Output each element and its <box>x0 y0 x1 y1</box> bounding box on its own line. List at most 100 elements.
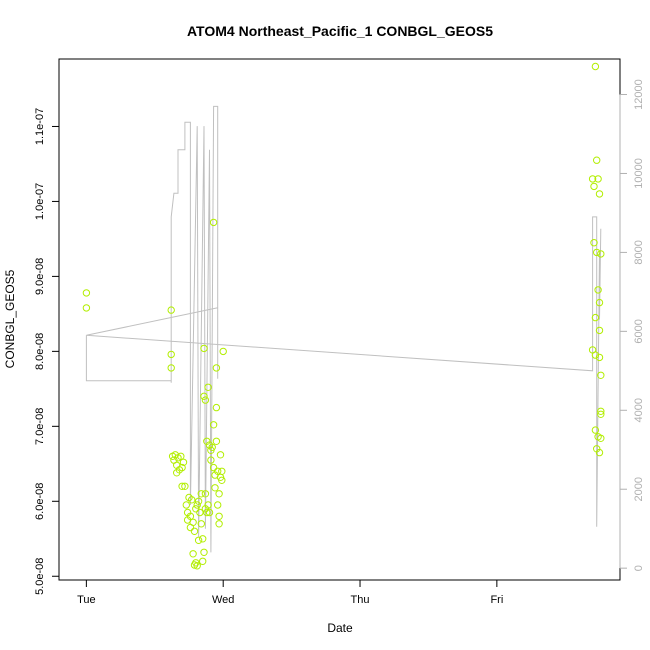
data-point <box>200 344 208 353</box>
data-point <box>212 364 221 372</box>
data-point <box>591 351 600 359</box>
data-point <box>588 175 597 183</box>
y2-tick-label: 12000 <box>633 79 645 110</box>
data-point <box>216 451 225 459</box>
data-point <box>204 501 212 509</box>
data-point <box>186 523 195 532</box>
y2-tick-label: 6000 <box>633 319 645 343</box>
data-point <box>591 313 600 322</box>
y-tick-label: 6.0e-08 <box>34 483 46 520</box>
data-point <box>190 527 199 535</box>
data-point <box>179 458 188 466</box>
data-point <box>204 383 212 391</box>
data-point <box>181 482 189 490</box>
data-point <box>597 371 605 379</box>
data-point <box>594 286 602 294</box>
y2-tick-label: 2000 <box>633 477 645 501</box>
data-point <box>597 407 605 415</box>
data-point <box>597 410 605 418</box>
data-point <box>218 467 226 475</box>
data-point <box>593 156 601 164</box>
data-point <box>212 437 221 445</box>
data-point <box>194 536 203 544</box>
data-point <box>590 239 598 247</box>
data-point <box>209 218 218 227</box>
scatter-series <box>82 62 605 570</box>
y2-tick-label: 4000 <box>633 398 645 422</box>
data-point <box>196 508 204 517</box>
data-point <box>595 326 604 335</box>
data-point <box>597 250 605 258</box>
y-tick-label: 5.0e-08 <box>34 558 46 595</box>
data-point <box>194 497 203 505</box>
data-point <box>200 392 208 400</box>
data-point <box>208 443 216 451</box>
y-axis-label: CONBGL_GEOS5 <box>3 269 17 368</box>
y2-tick-label: 0 <box>633 565 645 571</box>
data-point <box>595 298 604 307</box>
data-point <box>200 548 208 556</box>
data-point <box>214 467 222 475</box>
y-axis-right: 0 2000 4000 6000 8000 10000 12000 <box>619 79 645 571</box>
data-point <box>591 62 600 71</box>
x-tick-label: Fri <box>490 594 503 606</box>
x-tick-label: Tue <box>77 594 96 606</box>
data-point <box>211 484 219 492</box>
data-point <box>183 516 192 524</box>
data-point <box>593 248 601 257</box>
data-point <box>590 182 598 191</box>
data-point <box>182 501 191 509</box>
data-point <box>193 501 201 509</box>
data-point <box>219 347 227 356</box>
data-point <box>207 456 215 464</box>
x-axis-label: Date <box>327 621 353 635</box>
y-tick-label: 9.0e-08 <box>34 258 46 295</box>
y-tick-label: 1.1e-07 <box>34 108 46 145</box>
data-point <box>167 364 175 372</box>
data-point <box>197 490 206 498</box>
x-tick-label: Wed <box>212 594 234 606</box>
data-point <box>215 520 223 528</box>
data-point <box>178 463 186 472</box>
y-tick-label: 1.0e-07 <box>34 183 46 220</box>
data-point <box>82 304 91 312</box>
chart-title: ATOM4 Northeast_Pacific_1 CONBGL_GEOS5 <box>187 23 493 39</box>
line-series <box>85 105 602 553</box>
data-point <box>197 520 206 528</box>
data-point <box>192 505 200 513</box>
data-point <box>209 421 218 429</box>
data-point <box>591 426 600 434</box>
data-point <box>595 190 604 198</box>
data-point <box>199 557 207 565</box>
data-point <box>214 501 222 509</box>
data-point <box>167 306 175 314</box>
y-axis-left: 5.0e-08 6.0e-08 7.0e-08 8.0e-08 9.0e-08 1.0e-… <box>34 108 60 595</box>
data-point <box>173 469 181 477</box>
y-tick-label: 7.0e-08 <box>34 408 46 445</box>
data-point <box>209 463 218 472</box>
data-point <box>597 434 605 442</box>
data-point <box>199 535 207 543</box>
data-point <box>205 508 214 517</box>
y2-tick-label: 8000 <box>633 240 645 264</box>
data-point <box>167 350 175 359</box>
data-point <box>215 512 223 520</box>
data-point <box>595 448 604 457</box>
data-point <box>218 476 226 484</box>
data-point <box>212 403 221 412</box>
data-point <box>203 508 211 517</box>
series-line <box>85 105 602 553</box>
data-point <box>188 496 196 504</box>
x-axis: Tue Wed Thu Fri <box>77 579 503 606</box>
data-point <box>193 562 201 570</box>
y2-tick-label: 10000 <box>633 158 645 189</box>
data-point <box>201 490 210 498</box>
data-point <box>178 482 186 490</box>
data-point <box>177 452 185 460</box>
data-point <box>215 490 223 498</box>
data-point <box>595 353 604 362</box>
data-point <box>82 289 91 297</box>
data-point <box>189 550 197 558</box>
